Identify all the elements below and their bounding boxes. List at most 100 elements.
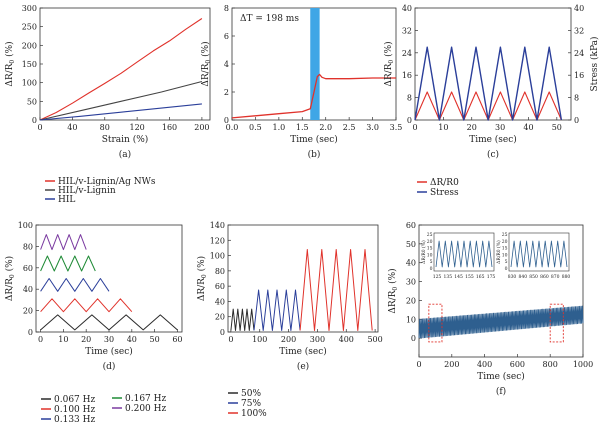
x-axis-label-e: Time (sec) <box>279 346 327 357</box>
series-line-d-0 <box>40 314 178 331</box>
y-tick-label-d: 0 <box>28 328 33 337</box>
x-axis-label-c: Time (sec) <box>469 134 517 145</box>
legend-e-item-1: 75% <box>241 399 261 409</box>
x-tick-label-b: 1.0 <box>272 123 285 132</box>
x-tick-label-c: 30 <box>495 123 505 132</box>
y-axis-label-f: ΔR/R0 (%) <box>387 268 399 313</box>
response-time-highlight <box>310 8 320 120</box>
y2-tick-label-c: 16 <box>574 71 584 80</box>
y-tick-label-e: 80 <box>215 267 225 276</box>
x-tick-label-b: 0.0 <box>226 123 239 132</box>
legend-a-item-2: HIL <box>58 195 75 205</box>
series-line-c-1 <box>414 46 563 121</box>
legend-d-item-1: 0.100 Hz <box>54 405 95 415</box>
inset-y-tick-label-1: 25 <box>502 232 508 238</box>
inset-y-axis-label-1: ΔR/R0 (%) <box>495 240 502 264</box>
y-tick-label-e: 0 <box>220 328 225 337</box>
x-tick-label-b: 0.5 <box>249 123 262 132</box>
x-tick-label-b: 3.5 <box>390 123 403 132</box>
y-tick-label-a: 200 <box>22 41 37 50</box>
y-tick-label-b: 6 <box>224 32 229 41</box>
x-tick-label-b: 2.0 <box>319 123 332 132</box>
inset-x-tick-label-1: 870 <box>551 274 560 280</box>
inset-x-tick-label-1: 860 <box>540 274 549 280</box>
x-tick-label-a: 80 <box>100 123 110 132</box>
panel-label-b: (b) <box>308 149 321 160</box>
x-tick-label-a: 200 <box>194 123 209 132</box>
x-tick-label-e: 100 <box>252 335 267 344</box>
legend-d-item-0: 0.067 Hz <box>54 395 95 405</box>
y-tick-label-b: 8 <box>224 4 229 13</box>
legend-a-item-0: HIL/v-Lignin/Ag NWs <box>58 177 156 187</box>
zoom-region-1 <box>549 303 564 343</box>
y-tick-label-a: 100 <box>22 79 37 88</box>
inset-series-0 <box>435 240 493 268</box>
x-tick-label-d: 50 <box>150 335 160 344</box>
plot-frame-f <box>418 224 584 358</box>
x-tick-label-f: 1000 <box>573 360 593 369</box>
y-tick-label-e: 40 <box>215 297 225 306</box>
y-tick-label-c: 40 <box>402 4 412 13</box>
y-axis-label-a: ΔR/R0 (%) <box>4 41 16 86</box>
x-tick-label-d: 10 <box>58 335 68 344</box>
series-line-e-0 <box>230 308 255 331</box>
x-tick-label-d: 40 <box>127 335 137 344</box>
inset-frame-0 <box>433 232 495 272</box>
inset-x-tick-label-0: 155 <box>465 274 474 280</box>
x-tick-label-d: 60 <box>172 335 182 344</box>
series-line-a-2 <box>39 103 202 121</box>
x-tick-label-f: 200 <box>444 360 459 369</box>
y-tick-label-d: 80 <box>23 242 33 251</box>
y-tick-label-e: 120 <box>210 236 225 245</box>
x-axis-label-d: Time (sec) <box>85 346 133 357</box>
y-tick-label-f: 50 <box>406 240 416 249</box>
x-tick-label-f: 600 <box>510 360 525 369</box>
plot-frame-a <box>39 7 211 121</box>
y-tick-label-d: 20 <box>23 307 33 316</box>
inset-x-tick-label-0: 165 <box>476 274 485 280</box>
x-tick-label-f: 0 <box>416 360 421 369</box>
x-tick-label-b: 3.0 <box>366 123 379 132</box>
x-tick-label-e: 0 <box>228 335 233 344</box>
y2-tick-label-c: 40 <box>574 4 584 13</box>
y2-tick-label-c: 32 <box>574 26 584 35</box>
series-line-d-2 <box>40 278 110 292</box>
x-axis-label-a: Strain (%) <box>102 134 149 145</box>
inset-y-tick-label-0: 15 <box>427 246 433 252</box>
y-tick-label-f: 20 <box>406 296 416 305</box>
inset-y-tick-label-1: 0 <box>505 266 508 272</box>
y-tick-label-c: 0 <box>407 116 412 125</box>
inset-frame-1 <box>508 232 570 272</box>
series-line-d-1 <box>40 298 133 313</box>
legend-c-item-1: Stress <box>430 188 459 198</box>
inset-y-tick-label-1: 20 <box>502 239 508 245</box>
y-tick-label-f: 40 <box>406 259 416 268</box>
x-tick-label-e: 300 <box>310 335 325 344</box>
x-tick-label-c: 40 <box>523 123 533 132</box>
y-tick-label-e: 100 <box>210 252 225 261</box>
y-tick-label-e: 140 <box>210 221 225 230</box>
inset-series-1 <box>510 240 568 268</box>
y2-tick-label-c: 24 <box>574 49 584 58</box>
y-tick-label-f: 30 <box>406 278 416 287</box>
x-tick-label-d: 30 <box>104 335 114 344</box>
x-axis-label-b: Time (sec) <box>290 134 338 145</box>
y-tick-label-d: 60 <box>23 264 33 273</box>
y-tick-label-f: 10 <box>406 315 416 324</box>
y-tick-label-d: 40 <box>23 285 33 294</box>
legend-e-item-0: 50% <box>241 389 261 399</box>
plot-frame-d <box>35 224 183 333</box>
y-tick-label-f: 0 <box>411 334 416 343</box>
x-tick-label-d: 0 <box>38 335 43 344</box>
series-line-f-0 <box>418 305 584 339</box>
series-line-b-0 <box>231 73 396 119</box>
y-tick-label-c: 8 <box>407 94 412 103</box>
panel-label-d: (d) <box>103 361 116 372</box>
inset-y-tick-label-0: 20 <box>427 239 433 245</box>
inset-x-tick-label-0: 145 <box>454 274 463 280</box>
x-tick-label-b: 2.5 <box>343 123 356 132</box>
y-axis-label-e: ΔR/R0 (%) <box>196 256 208 301</box>
inset-x-tick-label-1: 880 <box>562 274 571 280</box>
y-tick-label-a: 50 <box>27 97 37 106</box>
inset-x-tick-label-0: 175 <box>487 274 496 280</box>
